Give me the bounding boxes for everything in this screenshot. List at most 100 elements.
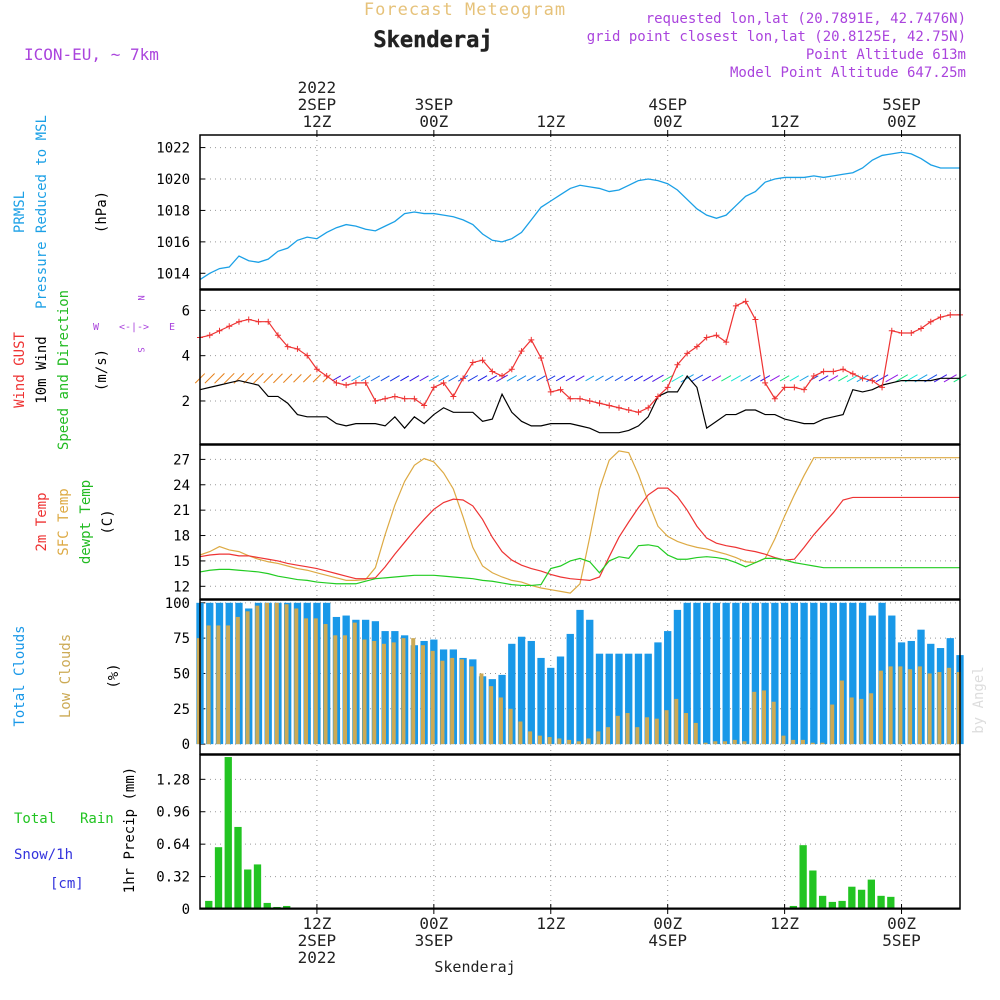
total-cloud-bar [703,602,711,745]
panel-frame [199,289,961,445]
gust-marker [752,316,759,323]
total-cloud-bar [625,653,633,745]
gust-marker [362,379,369,386]
gust-marker [323,373,330,380]
gust-marker [274,332,281,339]
wind-arrow [604,375,614,382]
low-cloud-bar [810,742,815,745]
point-altitude: Point Altitude 613m [806,47,966,63]
gust-marker [343,382,350,389]
label-dewpt-temp: dewpt Temp [78,480,94,564]
y-tick-label: 1.28 [156,772,190,788]
low-cloud-bar [771,701,776,745]
y-tick-label: 21 [173,503,190,519]
total-cloud-bar [595,653,604,745]
total-cloud-bar [664,631,672,745]
low-cloud-bar [362,639,367,745]
bottom-time-label: 3SEP [415,931,454,950]
grid-point-coords: grid point closest lon,lat (20.8125E, 42… [587,29,966,45]
wind-arrow [467,375,478,382]
y-tick-label: 1022 [156,141,190,157]
low-cloud-bar [956,672,961,745]
panel-0: 1014 1016 1018 1020 1022 [156,134,961,290]
gust-marker [499,373,506,380]
rain-bar [877,895,885,909]
total-cloud-bar [654,642,662,745]
label-ms: (m/s) [94,349,110,391]
y-tick-label: 24 [173,478,190,494]
wind-arrow [565,375,575,382]
low-cloud-bar [859,698,864,745]
panel-2: 12 15 18 21 24 27 [173,444,961,600]
total-cloud-bar [819,602,828,745]
y-tick-label: 27 [173,452,190,468]
y-tick-label: 0 [182,902,190,918]
low-cloud-bar [294,608,299,745]
wind-arrow [283,373,293,383]
low-cloud-bar [684,713,689,745]
low-cloud-bar [830,704,835,745]
gust-marker [723,339,730,346]
gust-marker [528,336,535,343]
low-cloud-bar [586,738,591,745]
low-cloud-bar [508,708,513,745]
low-cloud-bar [781,735,786,745]
gust-marker [645,404,652,411]
total-cloud-bar [615,653,623,745]
label-percent: (%) [106,663,122,688]
t2m-line [199,487,960,581]
gust-marker [771,395,778,402]
low-cloud-bar [274,602,279,745]
low-cloud-bar [557,738,562,745]
gust-marker [684,350,691,357]
top-time-label: 3SEP [415,95,454,114]
gust-marker [411,395,418,402]
total-cloud-bar [858,602,867,745]
low-cloud-bar [420,645,425,745]
gust-marker [947,311,954,318]
top-time-label: 4SEP [648,95,687,114]
low-cloud-bar [917,666,922,745]
total-cloud-bar [810,602,818,745]
gust-marker [577,395,583,402]
low-cloud-bar [606,727,611,745]
dewpt-line [199,544,960,587]
gust-marker [382,395,389,402]
wind-arrow [516,375,527,382]
wind-arrow [448,375,459,382]
gust-marker [304,352,311,359]
requested-coords: requested lon,lat (20.7891E, 42.7476N) [646,11,966,27]
total-cloud-bar [673,609,682,745]
rain-bar [263,902,271,909]
total-cloud-bar [839,602,847,745]
wind-arrow [263,373,274,384]
wind-arrow [438,374,449,382]
low-cloud-bar [869,693,874,745]
total-cloud-bar [800,602,808,745]
wind-arrow [380,375,390,382]
plot-panels: 1014101610181020102224612151821242702550… [156,134,967,918]
low-cloud-bar [654,718,659,745]
low-cloud-bar [820,742,825,745]
total-cloud-bar [780,602,789,745]
total-cloud-bar [761,602,769,745]
low-cloud-bar [216,625,221,745]
gust-marker [538,354,545,361]
wind-arrow [730,375,741,382]
low-cloud-bar [430,650,435,745]
rain-bar [224,757,232,909]
rain-bar [799,845,807,909]
gust-marker [615,404,622,411]
label-cm: [cm] [50,876,84,892]
rose-east: E [169,322,175,333]
pressure-line [199,151,960,281]
low-cloud-bar [372,640,377,745]
y-tick-label: 0.32 [156,870,190,886]
rose-west: W [93,322,100,333]
y-tick-label: 12 [173,579,190,595]
panel-bg [200,755,960,909]
low-cloud-bar [674,698,679,745]
low-cloud-bar [849,697,854,745]
gust-marker [625,407,632,414]
